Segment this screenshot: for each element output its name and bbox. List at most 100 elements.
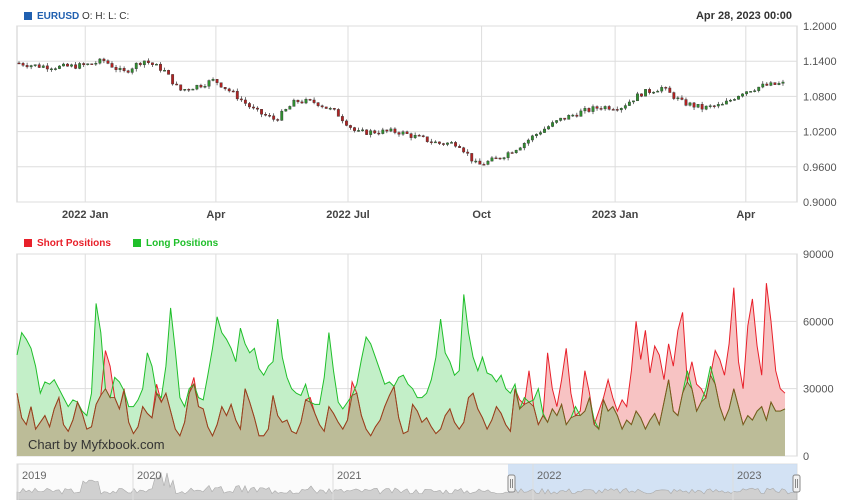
candle xyxy=(45,65,49,70)
price-y-tick: 1.0800 xyxy=(803,91,837,103)
candle xyxy=(518,147,522,151)
candle xyxy=(110,63,114,68)
candle xyxy=(328,108,332,110)
legend-long[interactable]: Long Positions xyxy=(133,238,218,249)
candle xyxy=(696,104,700,108)
candle xyxy=(163,70,166,72)
candle xyxy=(195,84,199,90)
candle xyxy=(276,119,280,121)
candle xyxy=(688,102,692,106)
candle xyxy=(575,114,579,117)
legend-long-label: Long Positions xyxy=(146,238,219,249)
candle xyxy=(272,115,276,120)
candle xyxy=(389,128,393,132)
candle xyxy=(150,62,154,65)
candle xyxy=(320,105,324,108)
candle xyxy=(627,101,631,106)
candle xyxy=(167,70,170,75)
candle xyxy=(619,108,623,111)
navigator-year-label: 2019 xyxy=(22,470,46,482)
price-plot-area xyxy=(16,25,798,203)
candle xyxy=(401,131,405,135)
candle xyxy=(86,63,90,66)
positions-y-tick: 60000 xyxy=(803,316,834,328)
navigator-year-label: 2020 xyxy=(137,470,161,482)
candle xyxy=(765,83,769,86)
candle xyxy=(421,135,425,137)
candle xyxy=(256,107,259,110)
candle xyxy=(640,93,643,97)
candle xyxy=(369,130,373,135)
candle xyxy=(680,97,684,100)
price-y-tick: 0.9600 xyxy=(803,162,837,174)
candle xyxy=(450,142,453,144)
candle xyxy=(146,60,150,63)
price-x-tick: 2022 Jan xyxy=(62,209,109,221)
candle xyxy=(219,82,223,88)
timestamp-label: Apr 28, 2023 00:00 xyxy=(695,10,792,22)
navigator-right-handle[interactable] xyxy=(792,474,801,493)
candle xyxy=(632,100,635,103)
watermark: Chart by Myfxbook.com xyxy=(28,437,165,452)
candle xyxy=(385,129,389,132)
candle xyxy=(749,91,753,93)
price-y-tick: 1.0200 xyxy=(803,127,837,139)
candle xyxy=(211,79,215,81)
candle xyxy=(365,129,369,135)
overlap-line xyxy=(16,373,786,437)
candle xyxy=(142,60,146,66)
candle xyxy=(522,142,526,149)
candle xyxy=(769,82,773,86)
candle xyxy=(737,95,740,100)
candle xyxy=(462,147,466,153)
candle xyxy=(114,67,118,70)
candle xyxy=(664,87,668,89)
candle xyxy=(559,117,563,121)
candle xyxy=(534,133,538,137)
candle xyxy=(547,126,550,130)
candle xyxy=(134,62,138,69)
candle xyxy=(316,102,320,106)
ohlc-label: O: H: L: C: xyxy=(82,11,130,22)
overlap-area xyxy=(17,375,785,456)
candle xyxy=(377,132,381,135)
candle xyxy=(757,86,761,91)
candle xyxy=(409,133,413,138)
candle xyxy=(417,135,421,137)
candle xyxy=(753,90,757,92)
candle xyxy=(777,83,781,85)
candle xyxy=(223,87,227,90)
candle xyxy=(498,157,502,160)
candle xyxy=(252,106,255,109)
candle xyxy=(207,80,211,87)
candle xyxy=(745,91,749,95)
candle xyxy=(595,106,599,109)
candle xyxy=(567,115,571,120)
candle xyxy=(66,63,69,67)
candle xyxy=(308,99,312,101)
candle xyxy=(591,106,595,112)
candle xyxy=(454,142,457,147)
candle xyxy=(551,122,554,127)
candle xyxy=(603,106,607,110)
candle xyxy=(563,117,567,120)
candle xyxy=(700,104,704,110)
legend-short[interactable]: Short Positions xyxy=(24,238,111,249)
navigator-left-handle[interactable] xyxy=(507,474,516,493)
candle xyxy=(353,127,356,131)
symbol-label: EURUSD xyxy=(37,11,80,22)
candle xyxy=(248,103,251,108)
candle xyxy=(478,160,482,165)
candle xyxy=(506,152,510,158)
candle xyxy=(583,108,587,112)
candle xyxy=(187,89,191,91)
price-y-tick: 1.2000 xyxy=(803,21,837,33)
candle xyxy=(692,102,696,108)
candle xyxy=(704,105,708,110)
candle xyxy=(684,99,688,106)
positions-y-tick: 0 xyxy=(803,451,809,463)
candle xyxy=(599,108,603,110)
candle xyxy=(716,104,720,107)
candle xyxy=(235,90,239,100)
candle xyxy=(611,109,615,111)
